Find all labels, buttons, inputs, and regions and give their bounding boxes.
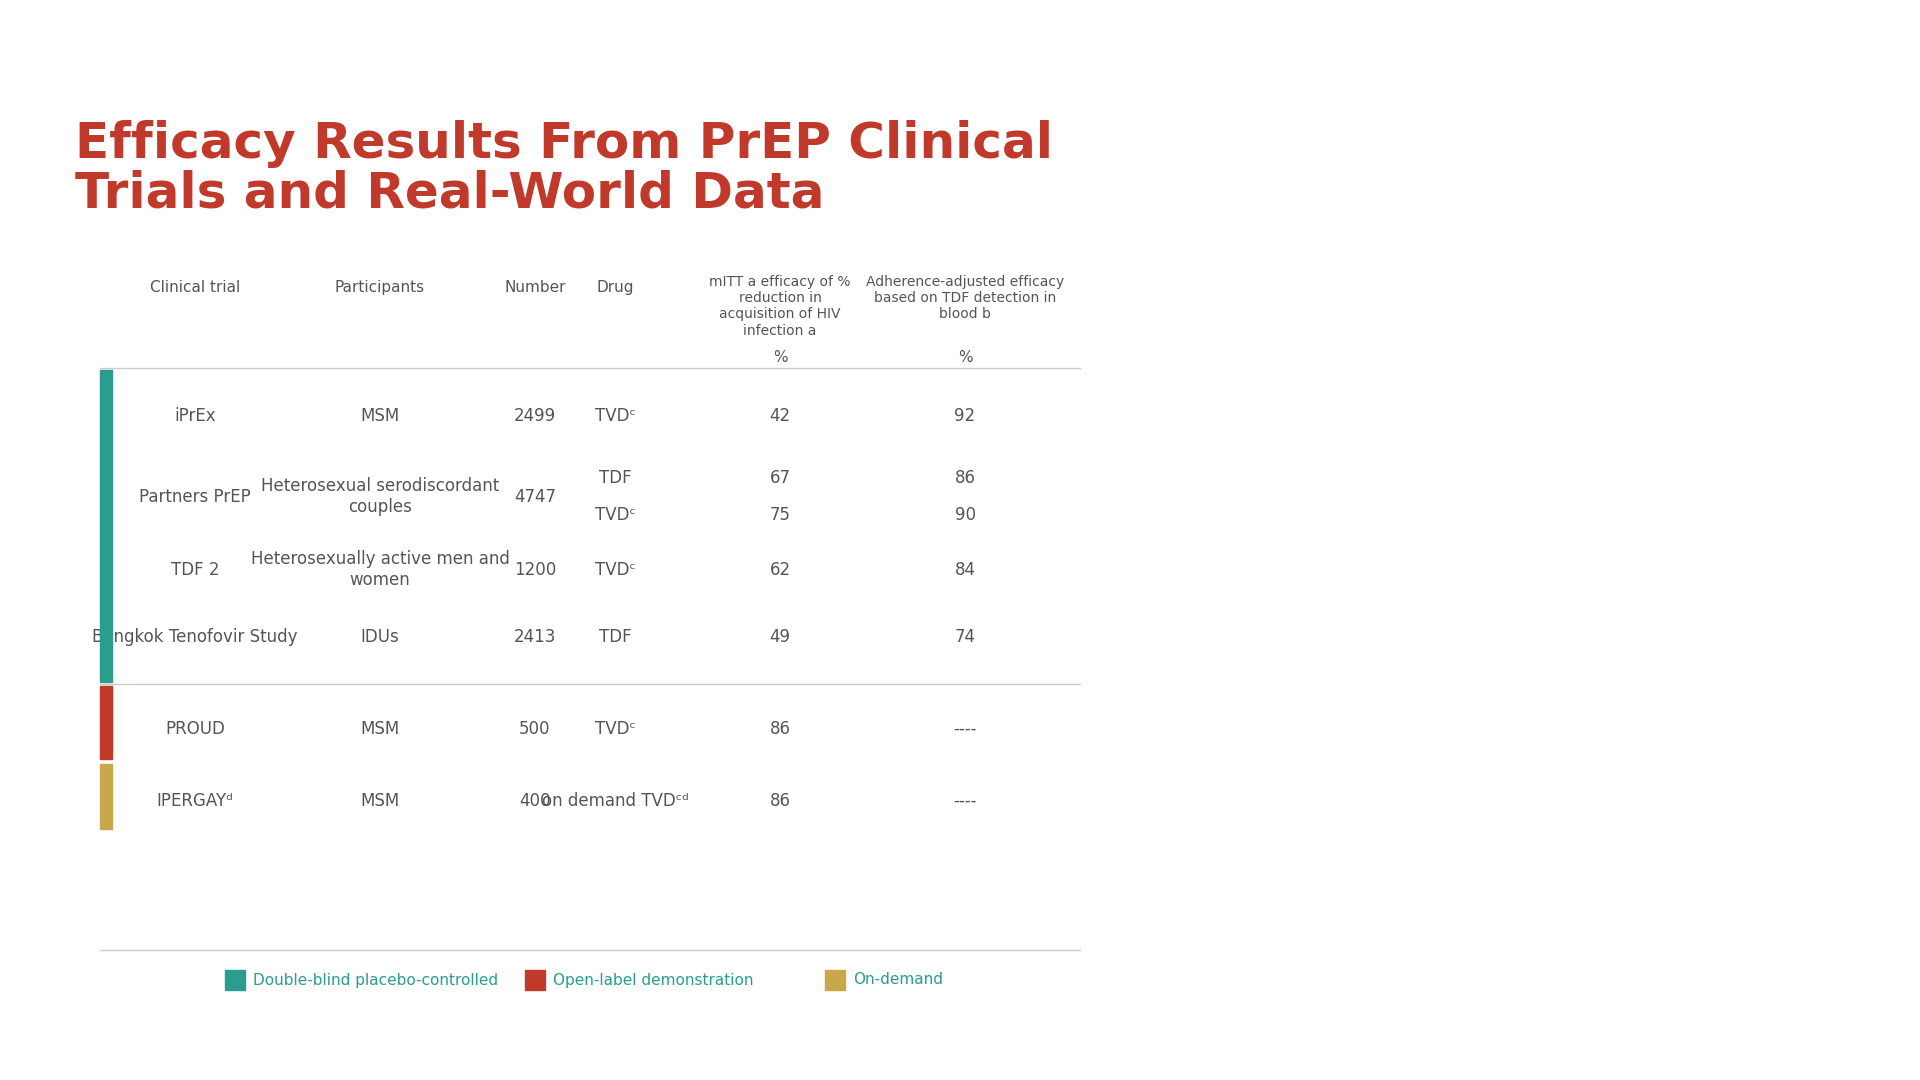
Text: Number: Number <box>505 280 566 295</box>
Text: ----: ---- <box>952 792 977 810</box>
Bar <box>225 970 246 990</box>
Text: Participants: Participants <box>334 280 424 295</box>
Text: 49: 49 <box>770 627 791 646</box>
Text: 400: 400 <box>518 792 551 810</box>
Text: 42: 42 <box>770 407 791 426</box>
Text: Drug: Drug <box>597 280 634 295</box>
Text: %: % <box>772 350 787 365</box>
Text: TVDᶜ: TVDᶜ <box>595 561 636 579</box>
Text: 2499: 2499 <box>515 407 557 426</box>
Text: MSM: MSM <box>361 792 399 810</box>
Text: Partners PrEP: Partners PrEP <box>138 487 252 505</box>
Text: 500: 500 <box>518 719 551 738</box>
Text: TVDᶜ: TVDᶜ <box>595 507 636 524</box>
Text: Adherence-adjusted efficacy
based on TDF detection in
blood b: Adherence-adjusted efficacy based on TDF… <box>866 275 1064 322</box>
Text: On-demand: On-demand <box>852 972 943 987</box>
Bar <box>524 970 545 990</box>
Text: Clinical trial: Clinical trial <box>150 280 240 295</box>
Text: TVDᶜ: TVDᶜ <box>595 407 636 426</box>
Text: IPERGAYᵈ: IPERGAYᵈ <box>157 792 234 810</box>
Bar <box>826 970 845 990</box>
Bar <box>100 764 111 828</box>
Text: 86: 86 <box>770 792 791 810</box>
Text: Trials and Real-World Data: Trials and Real-World Data <box>75 170 824 218</box>
Text: TDF 2: TDF 2 <box>171 561 219 579</box>
Text: 4747: 4747 <box>515 487 557 505</box>
Text: Bangkok Tenofovir Study: Bangkok Tenofovir Study <box>92 627 298 646</box>
Text: Heterosexual serodiscordant
couples: Heterosexual serodiscordant couples <box>261 477 499 516</box>
Text: 84: 84 <box>954 561 975 579</box>
Text: Heterosexually active men and
women: Heterosexually active men and women <box>252 551 509 590</box>
Text: TDF: TDF <box>599 469 632 487</box>
Text: ----: ---- <box>952 719 977 738</box>
Text: on demand TVDᶜᵈ: on demand TVDᶜᵈ <box>541 792 689 810</box>
Text: TDF: TDF <box>599 627 632 646</box>
Text: mITT a efficacy of %
reduction in
acquisition of HIV
infection a: mITT a efficacy of % reduction in acquis… <box>708 275 851 338</box>
Text: 74: 74 <box>954 627 975 646</box>
Text: IDUs: IDUs <box>361 627 399 646</box>
Text: 1200: 1200 <box>515 561 557 579</box>
Text: TVDᶜ: TVDᶜ <box>595 719 636 738</box>
Bar <box>100 686 111 759</box>
Text: 62: 62 <box>770 561 791 579</box>
Text: 86: 86 <box>954 469 975 487</box>
Text: 92: 92 <box>954 407 975 426</box>
Text: 86: 86 <box>770 719 791 738</box>
Text: PROUD: PROUD <box>165 719 225 738</box>
Text: Open-label demonstration: Open-label demonstration <box>553 972 753 987</box>
Text: Efficacy Results From PrEP Clinical: Efficacy Results From PrEP Clinical <box>75 120 1052 168</box>
Text: iPrEx: iPrEx <box>175 407 215 426</box>
Text: Double-blind placebo-controlled: Double-blind placebo-controlled <box>253 972 497 987</box>
Bar <box>100 370 111 681</box>
Text: MSM: MSM <box>361 719 399 738</box>
Text: 90: 90 <box>954 507 975 524</box>
Text: MSM: MSM <box>361 407 399 426</box>
Text: 67: 67 <box>770 469 791 487</box>
Text: 75: 75 <box>770 507 791 524</box>
Text: %: % <box>958 350 972 365</box>
Text: 2413: 2413 <box>515 627 557 646</box>
